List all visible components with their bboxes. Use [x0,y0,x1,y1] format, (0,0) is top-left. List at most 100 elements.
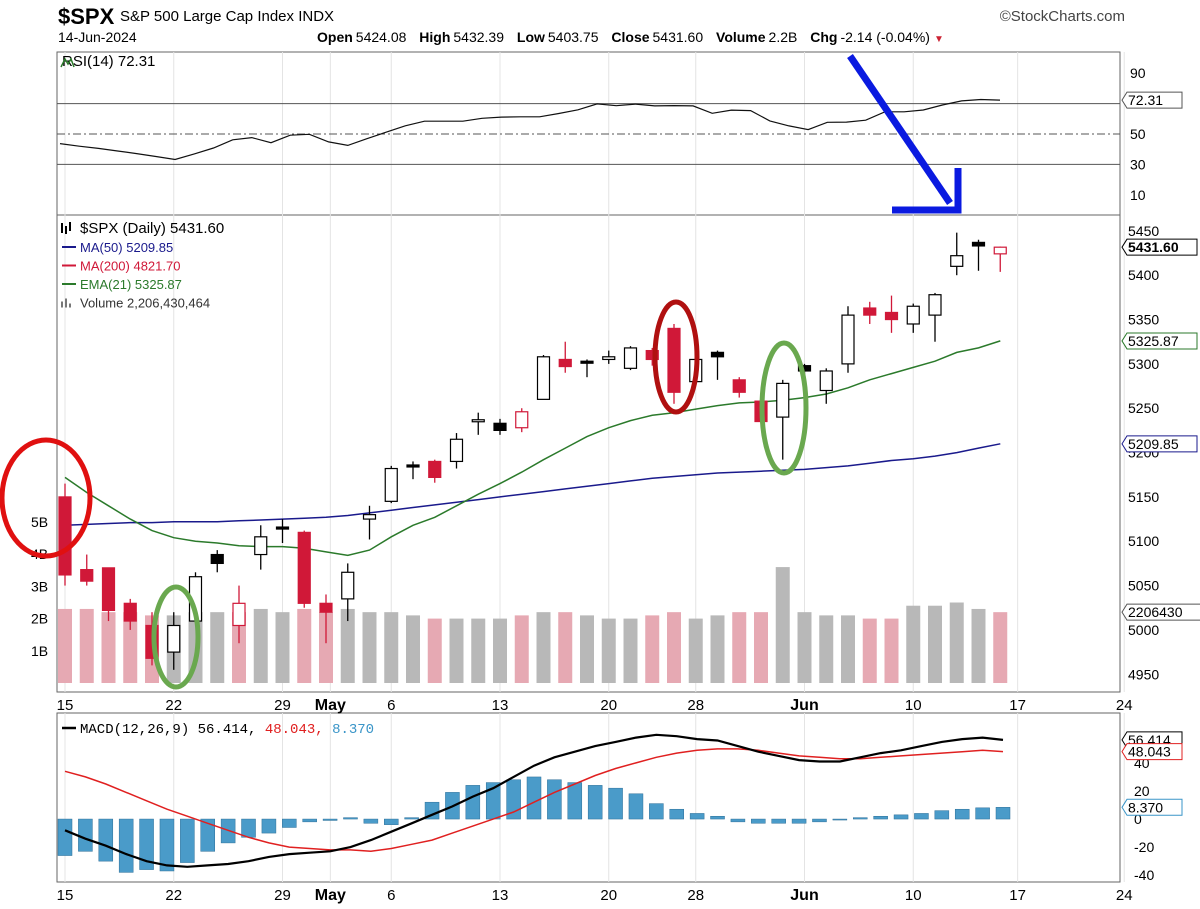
rsi-tick-label: 50 [1130,126,1146,142]
macd-histogram-bar [934,810,950,820]
ema21-line [64,340,1001,557]
volume-bar [580,615,594,683]
macd-histogram-bar [424,801,440,820]
open-label: Open [317,29,353,45]
price-x-tick-label: 29 [274,697,291,714]
macd-signal-line [64,748,1004,853]
volume-bar [623,618,638,683]
macd-histogram-bar [404,817,419,820]
volume-bar [819,615,834,683]
candle-body [123,602,137,622]
price-tick-label: 5400 [1128,267,1159,283]
candle-body [841,314,855,365]
macd-x-tick-label: May [315,887,346,904]
price-tick-label: 5250 [1128,400,1159,416]
volume-label: Volume [716,29,766,45]
candle-body [558,358,572,368]
macd-legend: MACD(12,26,9) 56.414, 48.043, 8.370 [80,722,374,738]
low-label: Low [516,29,545,45]
candle-body [623,347,638,369]
price-x-tick-label: 20 [600,697,617,714]
legend-entry: EMA(21) 5325.87 [80,277,182,292]
brand-watermark[interactable]: ©StockCharts.com [999,8,1125,25]
macd-histogram-bar [98,818,114,862]
volume-bar [79,608,94,683]
macd-histogram-bar [78,818,93,852]
volume-bar [797,612,812,683]
volume-bar [971,608,986,683]
macd-tick-label: -40 [1134,867,1154,883]
price-panel[interactable]: 5B4B3B2B1B545054005350530052505200515051… [31,220,1200,714]
macd-x-tick-label: Jun [790,887,818,904]
ohlc-line: Open 5424.08 High 5432.39 Low 5403.75 Close… [308,29,944,45]
candle-body [928,294,942,316]
close-value: 5431.60 [652,29,704,45]
price-x-tick-label: 28 [687,697,704,714]
macd-histogram-bar [282,818,297,828]
price-tick-label: 5300 [1128,356,1159,372]
macd-histogram-bar [343,817,358,820]
candle-body [776,382,790,418]
volume-bar [471,618,486,683]
candle-body [406,464,420,468]
rsi-tick-label: 10 [1130,187,1146,203]
candle-body [602,356,616,361]
chg-value: -2.14 (-0.04%) [840,29,930,45]
price-x-tick-label: 6 [387,697,395,714]
candle-body [863,307,877,316]
candle-legend-icon [61,222,71,234]
rsi-tick-label: 90 [1130,65,1146,81]
macd-x-tick-label: 28 [687,887,704,904]
signal-last-label: 48.043 [1128,744,1171,760]
candle-body [167,624,181,653]
panel-border-2 [56,712,1121,883]
blue-arrow-head [892,168,962,214]
macd-histogram-bar [730,818,746,823]
macd-histogram-bar [893,814,909,820]
close-last-tag [1121,238,1198,256]
ma50-last-tag [1121,435,1198,453]
volume-bar [493,618,507,683]
panel-frames [56,51,1125,883]
macd-histogram-bar [771,818,786,824]
macd-histogram-bar [261,818,277,834]
quote-date: 14-Jun-2024 [58,29,137,45]
legend-entry: MA(50) 5209.85 [80,240,173,255]
macd-x-tick-label: 6 [387,887,395,904]
macd-legend-hist: 8.370 [332,722,374,738]
volume-bar [123,612,138,683]
candle-body [101,567,116,612]
macd-x-tick-label: 15 [57,887,74,904]
panel-border-1 [56,214,1121,693]
macd-x-tick-label: 20 [600,887,617,904]
price-x-tick-label: 24 [1116,697,1133,714]
close-label: Close [611,29,650,45]
price-title: $SPX (Daily) 5431.60 [80,220,224,237]
candle-body [362,514,377,520]
volume-last-tag [1121,603,1200,621]
macd-histogram-bar [57,818,73,856]
macd-histogram-bar [139,818,154,870]
volume-bar [58,608,72,683]
macd-x-tick-label: 24 [1116,887,1133,904]
legend-entry: Volume 2,206,430,464 [80,296,210,311]
candle-body [341,571,355,600]
chart-header: $SPX S&P 500 Large Cap Index INDX ©Stock… [0,0,1200,52]
macd-histogram-bar [241,818,256,838]
volume-bar [928,605,942,683]
macd-x-tick-label: 17 [1009,887,1026,904]
candle-body [58,496,72,576]
volume-bar [449,618,464,683]
price-x-tick-label: 13 [492,697,509,714]
volume-bar [754,612,768,683]
volume-bar [949,602,964,683]
macd-histogram-bar [914,813,929,820]
macd-histogram-bar [587,785,603,820]
ema21-last-tag [1121,332,1198,350]
volume-tick-label: 3B [31,578,48,594]
candle-body [710,351,725,358]
macd-histogram-bar [547,779,562,820]
